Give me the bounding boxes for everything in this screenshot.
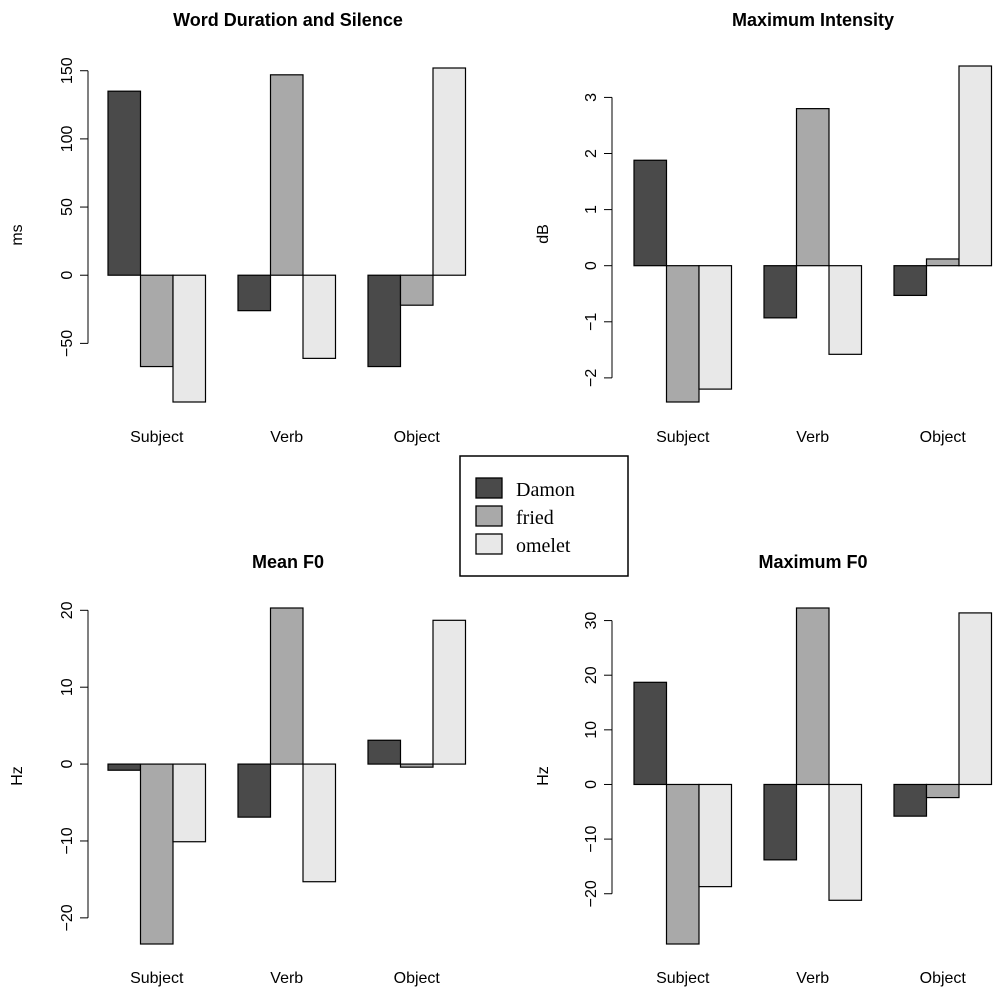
bar-0-object-damon [367, 274, 402, 368]
category-label-2-1: Verb [270, 970, 303, 987]
bar-0-verb-damon [237, 274, 272, 312]
y-tick-label-3-0: −20 [583, 880, 600, 907]
bar-3-verb-omelet [828, 783, 863, 901]
bar-1-object-omelet [958, 65, 993, 267]
bar-0-subject-fried [139, 274, 174, 368]
category-label-1-0: Subject [656, 429, 710, 446]
y-tick-label-2-4: 20 [59, 601, 76, 619]
bar-2-verb-fried [269, 607, 304, 765]
y-tick-label-0-1: 0 [59, 271, 76, 280]
y-tick-label-3-4: 20 [583, 666, 600, 684]
y-tick-label-1-5: 3 [583, 93, 600, 102]
y-tick-label-0-2: 50 [59, 198, 76, 216]
bar-1-verb-fried [795, 108, 830, 267]
panel-0: Word Duration and Silence ms −50 0 50 100 150 S… [9, 10, 467, 446]
bar-3-verb-damon [763, 783, 798, 861]
category-label-3-0: Subject [656, 970, 710, 987]
y-tick-label-3-2: 0 [583, 780, 600, 789]
bar-2-object-fried [399, 763, 434, 768]
bar-3-object-omelet [958, 612, 993, 786]
bar-1-verb-damon [763, 265, 798, 319]
y-tick-label-0-3: 100 [59, 125, 76, 152]
bar-0-subject-damon [107, 90, 142, 276]
category-label-1-2: Object [920, 429, 967, 446]
category-label-1-1: Verb [796, 429, 829, 446]
legend-swatch-1 [475, 505, 503, 527]
bar-3-subject-fried [665, 783, 700, 945]
y-axis-label-1: dB [535, 224, 552, 244]
y-tick-label-2-2: 0 [59, 760, 76, 769]
bar-0-verb-fried [269, 74, 304, 276]
legend-label-0: Damon [516, 479, 575, 501]
bar-0-verb-omelet [302, 274, 337, 359]
bar-1-subject-fried [665, 265, 700, 403]
bar-2-object-omelet [432, 619, 467, 765]
chart-title-1: Maximum Intensity [732, 10, 894, 30]
category-label-0-0: Subject [130, 429, 184, 446]
y-tick-label-1-1: −1 [583, 313, 600, 331]
category-label-0-2: Object [394, 429, 441, 446]
category-label-2-2: Object [394, 970, 441, 987]
y-tick-label-3-5: 30 [583, 612, 600, 630]
legend-label-2: omelet [516, 535, 571, 557]
y-axis-label-3: Hz [535, 766, 552, 786]
y-tick-label-1-0: −2 [583, 369, 600, 387]
bar-0-subject-omelet [172, 274, 207, 403]
legend-swatch-2 [475, 533, 503, 555]
legend-label-1: fried [516, 507, 554, 529]
panel-3: Maximum F0 Hz −20 −10 0 10 20 30 Subject Verb Obje… [535, 552, 993, 987]
bar-3-subject-omelet [698, 783, 733, 888]
bar-2-object-damon [367, 739, 402, 765]
panel-1: Maximum Intensity dB −2 −1 0 1 2 3 Subject Verb Ob… [535, 10, 993, 446]
bar-1-subject-damon [633, 159, 668, 267]
y-axis-label-0: ms [9, 224, 26, 245]
y-tick-label-1-2: 0 [583, 261, 600, 270]
y-tick-label-2-1: −10 [59, 827, 76, 854]
y-tick-label-1-3: 1 [583, 205, 600, 214]
y-tick-label-2-0: −20 [59, 904, 76, 931]
legend: Damon fried omelet [459, 455, 629, 577]
bar-0-object-fried [399, 274, 434, 306]
bar-1-verb-omelet [828, 265, 863, 355]
bar-0-object-omelet [432, 67, 467, 276]
category-label-3-1: Verb [796, 970, 829, 987]
chart-title-2: Mean F0 [252, 552, 324, 572]
legend-swatch-0 [475, 477, 503, 499]
y-tick-label-1-4: 2 [583, 149, 600, 158]
y-tick-label-0-4: 150 [59, 57, 76, 84]
bar-2-subject-damon [107, 763, 142, 771]
y-tick-label-3-3: 10 [583, 721, 600, 739]
y-tick-label-3-1: −10 [583, 825, 600, 852]
chart-title-0: Word Duration and Silence [173, 10, 403, 30]
y-tick-label-2-3: 10 [59, 678, 76, 696]
bar-2-verb-omelet [302, 763, 337, 883]
bar-2-subject-fried [139, 763, 174, 945]
panel-2: Mean F0 Hz −20 −10 0 10 20 Subject Verb Object [9, 552, 467, 987]
category-label-2-0: Subject [130, 970, 184, 987]
bar-3-object-damon [893, 783, 928, 817]
bar-3-verb-fried [795, 607, 830, 786]
bar-3-subject-damon [633, 681, 668, 786]
bar-1-object-damon [893, 265, 928, 297]
bar-2-subject-omelet [172, 763, 207, 843]
y-axis-label-2: Hz [9, 766, 26, 786]
chart-title-3: Maximum F0 [758, 552, 867, 572]
category-label-3-2: Object [920, 970, 967, 987]
category-label-0-1: Verb [270, 429, 303, 446]
bar-3-object-fried [925, 783, 960, 799]
bar-1-object-fried [925, 258, 960, 267]
y-tick-label-0-0: −50 [59, 330, 76, 357]
bar-2-verb-damon [237, 763, 272, 818]
bar-1-subject-omelet [698, 265, 733, 390]
